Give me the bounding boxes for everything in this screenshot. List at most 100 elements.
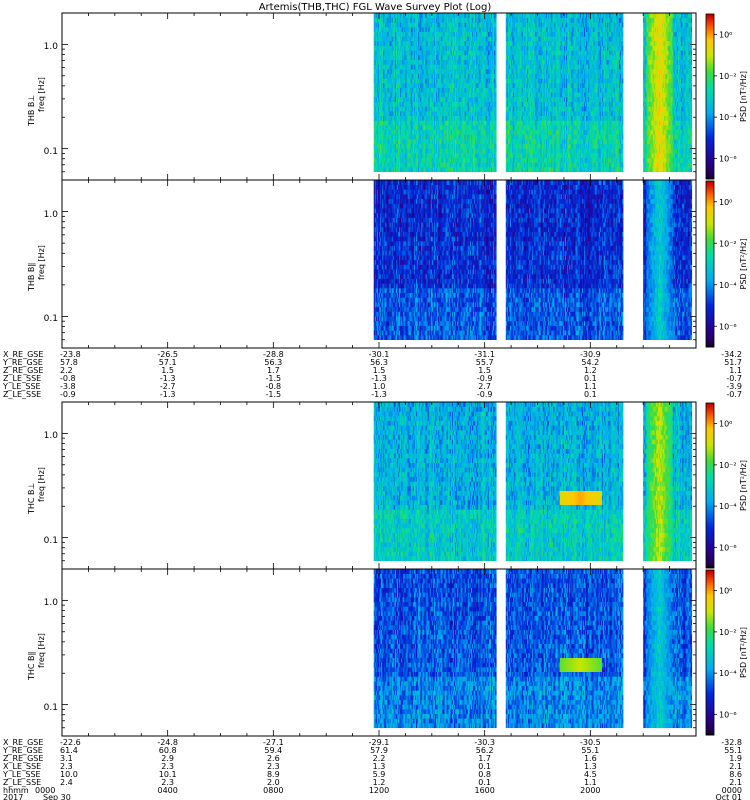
spectrogram-cell	[385, 59, 387, 65]
spectrogram-cell	[393, 27, 396, 32]
spectrogram-cell	[375, 125, 378, 131]
spectrogram-cell	[401, 134, 403, 140]
spectrogram-cell	[413, 97, 416, 103]
spectrogram-cell	[452, 143, 455, 149]
spectrogram-cell	[385, 69, 387, 74]
spectrogram-cell	[389, 22, 391, 28]
spectrogram-cell	[406, 64, 408, 70]
spectrogram-cell	[392, 167, 395, 173]
spectrogram-cell	[409, 27, 411, 32]
spectrogram-cell	[447, 31, 450, 37]
spectrogram-cell	[449, 59, 452, 65]
spectrogram-cell	[410, 83, 413, 89]
spectrogram-cell	[413, 41, 416, 46]
spectrogram-cell	[443, 73, 445, 79]
spectrogram-cell	[388, 153, 390, 159]
spectrogram-cell	[456, 167, 458, 173]
spectrogram-cell	[383, 162, 385, 168]
spectrogram-cell	[387, 143, 389, 149]
spectrogram-cell	[374, 45, 377, 51]
spectrogram-cell	[423, 153, 425, 159]
spectrogram-cell	[385, 64, 387, 70]
spectrogram-cell	[410, 129, 413, 135]
spectrogram-cell	[398, 125, 400, 131]
spectrogram-cell	[392, 41, 395, 46]
spectrogram-cell	[449, 106, 452, 112]
spectrogram-cell	[381, 153, 383, 159]
spectrogram-cell	[415, 41, 418, 46]
spectrogram-cell	[440, 115, 442, 121]
spectrogram-cell	[374, 129, 377, 135]
spectrogram-cell	[495, 87, 497, 93]
spectrogram-cell	[405, 50, 407, 56]
spectrogram-cell	[400, 115, 402, 121]
spectrogram-cell	[452, 106, 455, 112]
spectrogram-cell	[431, 167, 434, 173]
spectrogram-cell	[439, 97, 441, 103]
spectrogram-cell	[436, 50, 438, 56]
spectrogram-cell	[443, 59, 445, 65]
spectrogram-cell	[409, 139, 411, 145]
spectrogram-cell	[396, 27, 399, 32]
spectrogram-cell	[495, 129, 497, 135]
spectrogram-cell	[427, 41, 429, 46]
spectrogram-cell	[420, 50, 422, 56]
spectrogram-cell	[411, 134, 414, 140]
spectrogram-cell	[403, 27, 405, 32]
spectrogram-cell	[376, 97, 379, 103]
spectrogram-cell	[425, 73, 427, 79]
spectrogram-cell	[377, 41, 380, 46]
spectrogram-cell	[437, 73, 439, 79]
spectrogram-cell	[426, 115, 428, 121]
spectrogram-cell	[418, 115, 420, 121]
spectrogram-cell	[445, 87, 447, 93]
spectrogram-cell	[443, 162, 445, 168]
spectrogram-cell	[447, 97, 450, 103]
spectrogram-cell	[386, 111, 388, 117]
spectrogram-cell	[437, 78, 439, 84]
spectrogram-cell	[451, 115, 454, 121]
spectrogram-cell	[441, 69, 443, 74]
spectrogram-cell	[441, 59, 443, 65]
spectrogram-cell	[437, 50, 439, 56]
spectrogram-cell	[439, 64, 441, 70]
spectrogram-cell	[395, 139, 398, 145]
spectrogram-cell	[404, 129, 406, 135]
spectrogram-cell	[386, 17, 388, 23]
spectrogram-cell	[396, 41, 399, 46]
spectrogram-cell	[430, 143, 433, 149]
spectrogram-cell	[384, 162, 386, 168]
spectrogram-cell	[444, 139, 446, 145]
spectrogram-cell	[447, 92, 450, 98]
spectrogram-cell	[382, 69, 384, 74]
spectrogram-cell	[384, 22, 386, 28]
spectrogram-cell	[420, 69, 422, 74]
spectrogram-cell	[452, 167, 455, 173]
spectrogram-cell	[415, 50, 418, 56]
spectrogram-cell	[411, 64, 414, 70]
spectrogram-cell	[495, 167, 497, 173]
spectrogram-cell	[409, 134, 411, 140]
spectrogram-cell	[419, 55, 421, 60]
spectrogram-cell	[436, 134, 438, 140]
spectrogram-cell	[419, 148, 421, 154]
spectrogram-cell	[379, 129, 381, 135]
spectrogram-cell	[392, 139, 395, 145]
spectrogram-cell	[376, 153, 379, 159]
spectrogram-cell	[447, 69, 450, 74]
spectrogram-cell	[452, 69, 455, 74]
spectrogram-cell	[414, 162, 417, 168]
spectrogram-cell	[437, 83, 439, 89]
spectrogram-cell	[377, 157, 380, 163]
spectrogram-cell	[443, 120, 445, 126]
spectrogram-cell	[440, 41, 442, 46]
spectrogram-cell	[385, 92, 387, 98]
spectrogram-cell	[388, 125, 390, 131]
spectrogram-cell	[408, 162, 410, 168]
spectrogram-cell	[442, 27, 444, 32]
spectrogram-cell	[451, 69, 454, 74]
spectrogram-cell	[426, 50, 428, 56]
spectrogram-cell	[379, 157, 381, 163]
spectrogram-cell	[393, 134, 396, 140]
spectrogram-cell	[447, 27, 450, 32]
